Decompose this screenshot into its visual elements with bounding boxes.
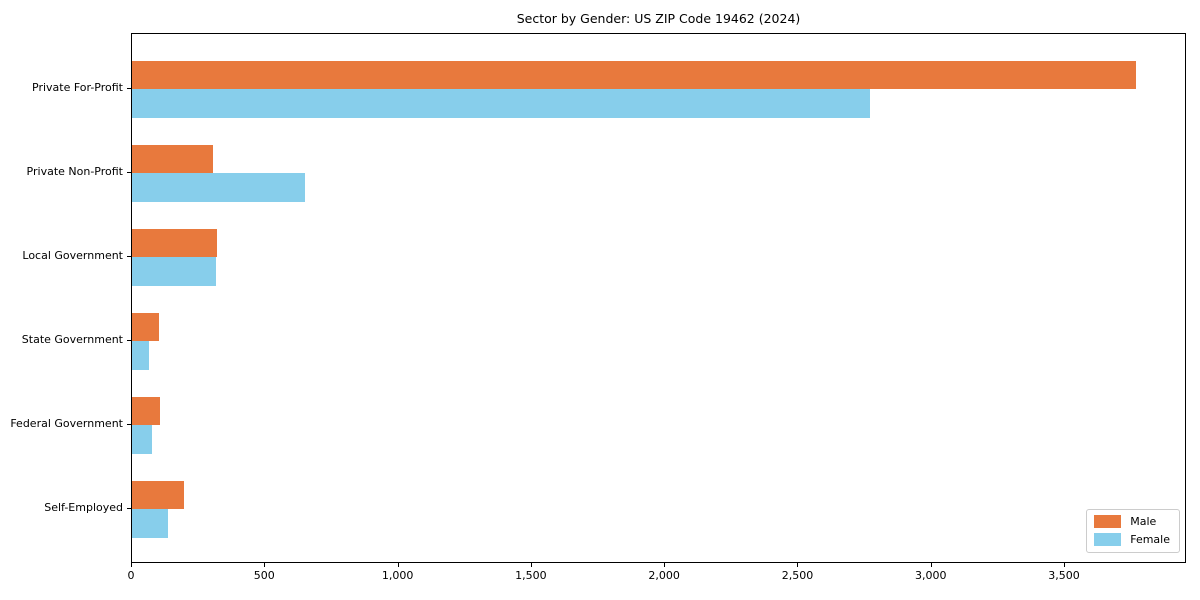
bar-female-private-for-profit (132, 89, 871, 118)
x-axis-tickmark (930, 563, 932, 567)
legend-swatch-male (1094, 515, 1122, 528)
x-axis-tick-label-2000: 2,000 (648, 569, 680, 582)
x-axis-tick-label-0: 0 (127, 569, 135, 582)
x-axis-tick-label-2500: 2,500 (781, 569, 814, 582)
chart-title: Sector by Gender: US ZIP Code 19462 (202… (516, 11, 801, 26)
y-axis-label-private-non-profit: Private Non-Profit (26, 165, 123, 179)
bar-female-federal-government (132, 425, 152, 454)
legend-item-female: Female (1094, 533, 1170, 546)
x-axis-tickmark (131, 563, 132, 567)
y-axis-label-state-government: State Government (21, 333, 123, 347)
y-axis-tickmark (127, 172, 131, 174)
x-axis-tickmark (1064, 563, 1066, 567)
x-axis-tickmark (397, 563, 399, 567)
y-axis-label-local-government: Local Government (22, 249, 123, 263)
x-axis-tickmark (797, 563, 799, 567)
x-axis-tick-label-1000: 1,000 (381, 569, 414, 582)
legend-label-female: Female (1130, 533, 1170, 546)
y-axis-tickmark (127, 424, 131, 426)
y-axis-label-private-for-profit: Private For-Profit (32, 81, 123, 95)
plot-area: Male Female (131, 33, 1186, 563)
y-axis-tickmark (127, 340, 131, 342)
legend: Male Female (1086, 509, 1180, 553)
bar-female-self-employed (132, 509, 168, 538)
bar-male-local-government (132, 228, 218, 258)
bar-male-private-non-profit (132, 144, 214, 174)
x-axis-tick-label-1500: 1,500 (515, 569, 547, 582)
x-axis-tickmark (264, 563, 266, 567)
x-axis-tickmark (664, 563, 666, 567)
x-axis-tick-label-3000: 3,000 (914, 569, 947, 582)
y-axis-label-federal-government: Federal Government (10, 417, 123, 431)
bar-male-state-government (132, 312, 159, 342)
y-axis-tickmark (127, 508, 131, 510)
bar-male-federal-government (132, 396, 161, 426)
legend-swatch-female (1094, 533, 1122, 546)
y-axis-label-self-employed: Self-Employed (44, 501, 123, 515)
x-axis-tick-label-500: 500 (253, 569, 275, 582)
bar-male-private-for-profit (132, 60, 1136, 90)
bar-male-self-employed (132, 480, 185, 510)
bar-female-state-government (132, 341, 150, 370)
legend-item-male: Male (1094, 515, 1170, 528)
legend-label-male: Male (1130, 515, 1157, 528)
bar-female-local-government (132, 257, 217, 286)
y-axis-tickmark (127, 88, 131, 90)
x-axis-tickmark (530, 563, 532, 567)
bar-female-private-non-profit (132, 173, 305, 202)
x-axis-tick-label-3500: 3,500 (1048, 569, 1080, 582)
y-axis-tickmark (127, 256, 131, 258)
